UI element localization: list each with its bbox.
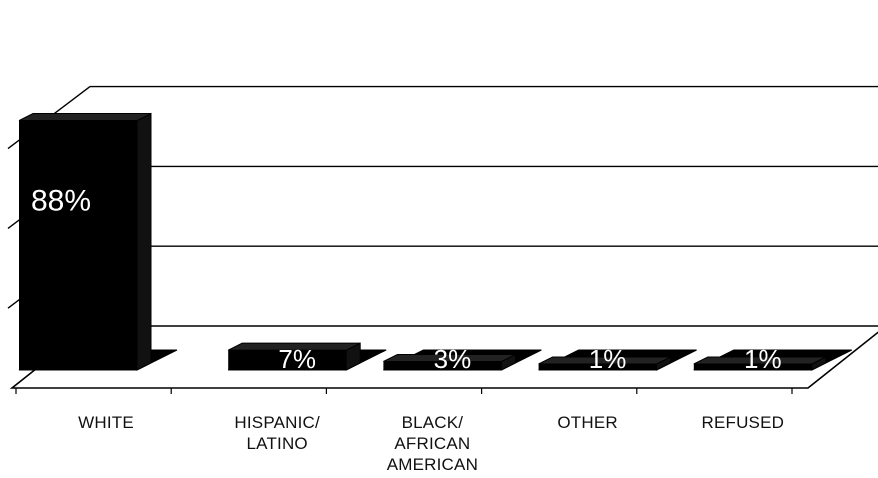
category-label: REFUSED: [701, 413, 784, 432]
bar-front: [538, 364, 657, 370]
category-label: WHITE: [78, 413, 134, 432]
data-label: 1%: [744, 344, 782, 374]
bar-front: [228, 350, 347, 370]
data-label: 3%: [434, 344, 472, 374]
data-label: 1%: [589, 344, 627, 374]
bar-white: [18, 112, 178, 371]
bar-top: [18, 113, 152, 122]
bar-front: [19, 120, 137, 371]
bar-refused: [693, 349, 853, 371]
category-label: HISPANIC/LATINO: [234, 413, 320, 453]
bar-side: [136, 112, 152, 371]
category-label: OTHER: [557, 413, 618, 432]
chart-data-labels: 88% 7% 3% 1% 1%: [31, 185, 782, 374]
bar-other: [538, 349, 697, 371]
chart-bars: [18, 112, 853, 371]
bar-black-african-american: [383, 349, 542, 371]
data-label: 7%: [278, 344, 316, 374]
bar-front: [383, 361, 502, 370]
data-label: 88%: [31, 185, 91, 218]
bar-hispanic-latino: [227, 342, 387, 371]
category-label: BLACK/AFRICAN AMERICAN: [387, 413, 478, 474]
chart-category-labels: WHITE HISPANIC/LATINO BLACK/AFRICAN AMERICA…: [78, 413, 784, 474]
bar-front: [693, 364, 812, 370]
